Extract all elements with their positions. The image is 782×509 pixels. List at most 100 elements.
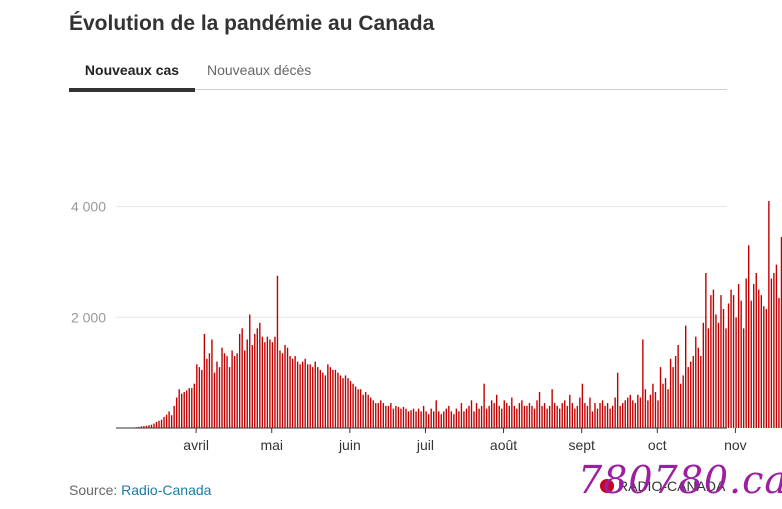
bar [579, 397, 581, 428]
bar [528, 403, 531, 428]
bar [490, 400, 493, 428]
bar [710, 295, 712, 428]
radio-canada-logo-icon [600, 479, 614, 493]
bar [644, 389, 647, 428]
tab-new-deaths[interactable]: Nouveaux décès [207, 62, 312, 78]
bar [382, 403, 384, 428]
bar [158, 420, 160, 428]
bar [140, 426, 143, 428]
bar [707, 328, 710, 428]
bar [233, 356, 236, 428]
bar [387, 405, 390, 428]
bar [647, 400, 649, 428]
bar [344, 375, 347, 428]
bar [460, 403, 463, 428]
bar [241, 328, 243, 428]
bar [143, 426, 145, 428]
bar [188, 388, 190, 428]
bar [364, 392, 367, 428]
bar [422, 405, 425, 428]
bar [244, 350, 246, 428]
bar [619, 405, 621, 428]
bar [654, 392, 657, 428]
x-tick-label: oct [648, 437, 667, 453]
bar [548, 405, 551, 428]
bar [342, 378, 344, 428]
bar [324, 375, 327, 428]
bar [715, 314, 717, 428]
bar [221, 347, 223, 428]
bar [261, 336, 264, 428]
bar [337, 372, 339, 428]
bar [591, 411, 594, 428]
bar [556, 405, 558, 428]
bar [372, 400, 374, 428]
bar [521, 400, 523, 428]
bar [173, 405, 175, 428]
bar [649, 394, 652, 428]
source-link[interactable]: Radio-Canada [121, 482, 212, 498]
bar [390, 403, 392, 428]
x-tick-label: juin [338, 437, 361, 453]
bar [455, 408, 458, 429]
bar [357, 389, 359, 428]
bar [339, 375, 342, 428]
bar [440, 414, 442, 428]
bar [435, 400, 437, 428]
bar [213, 372, 216, 428]
bar [317, 367, 319, 428]
bar [543, 403, 546, 428]
bars-layer [133, 201, 782, 429]
x-tick-label: nov [724, 437, 747, 453]
bar [181, 393, 183, 428]
watermark: 780780.ca [578, 458, 782, 502]
bar [488, 405, 490, 428]
bar [516, 408, 518, 429]
bar [541, 405, 543, 428]
bar [463, 411, 465, 428]
bar [430, 408, 432, 429]
bar [178, 389, 180, 428]
bar [284, 344, 286, 428]
bar [309, 364, 311, 428]
bar [274, 336, 276, 428]
bar [687, 367, 689, 428]
bar [622, 403, 624, 428]
tab-new-cases[interactable]: Nouveaux cas [69, 62, 195, 92]
source-label: Source: [69, 482, 118, 498]
bar [433, 411, 435, 428]
bar [700, 356, 702, 428]
bar [566, 405, 568, 428]
bar [589, 397, 591, 428]
bar [392, 408, 395, 429]
bar [367, 394, 369, 428]
bar [470, 400, 473, 428]
bar [634, 403, 636, 428]
bar [518, 403, 521, 428]
bar [498, 405, 500, 428]
bar [349, 380, 352, 428]
bar [160, 419, 163, 428]
bar [695, 336, 697, 428]
bar [148, 425, 150, 428]
bar [652, 383, 654, 428]
bar [511, 397, 513, 428]
bar [314, 361, 316, 428]
bar [594, 403, 596, 428]
bar [755, 273, 757, 428]
bar [745, 278, 747, 428]
brand-name: RADIO-CANADA [618, 478, 726, 494]
bar [604, 405, 606, 428]
bar [334, 369, 337, 429]
bar [269, 339, 271, 428]
bar [375, 403, 377, 428]
bar [223, 353, 226, 428]
bar [730, 289, 732, 428]
bar [359, 389, 362, 428]
bar [559, 408, 561, 429]
bar [251, 344, 253, 428]
bar [692, 356, 694, 428]
bar [531, 405, 533, 428]
bar [443, 411, 445, 428]
bar [163, 416, 165, 428]
